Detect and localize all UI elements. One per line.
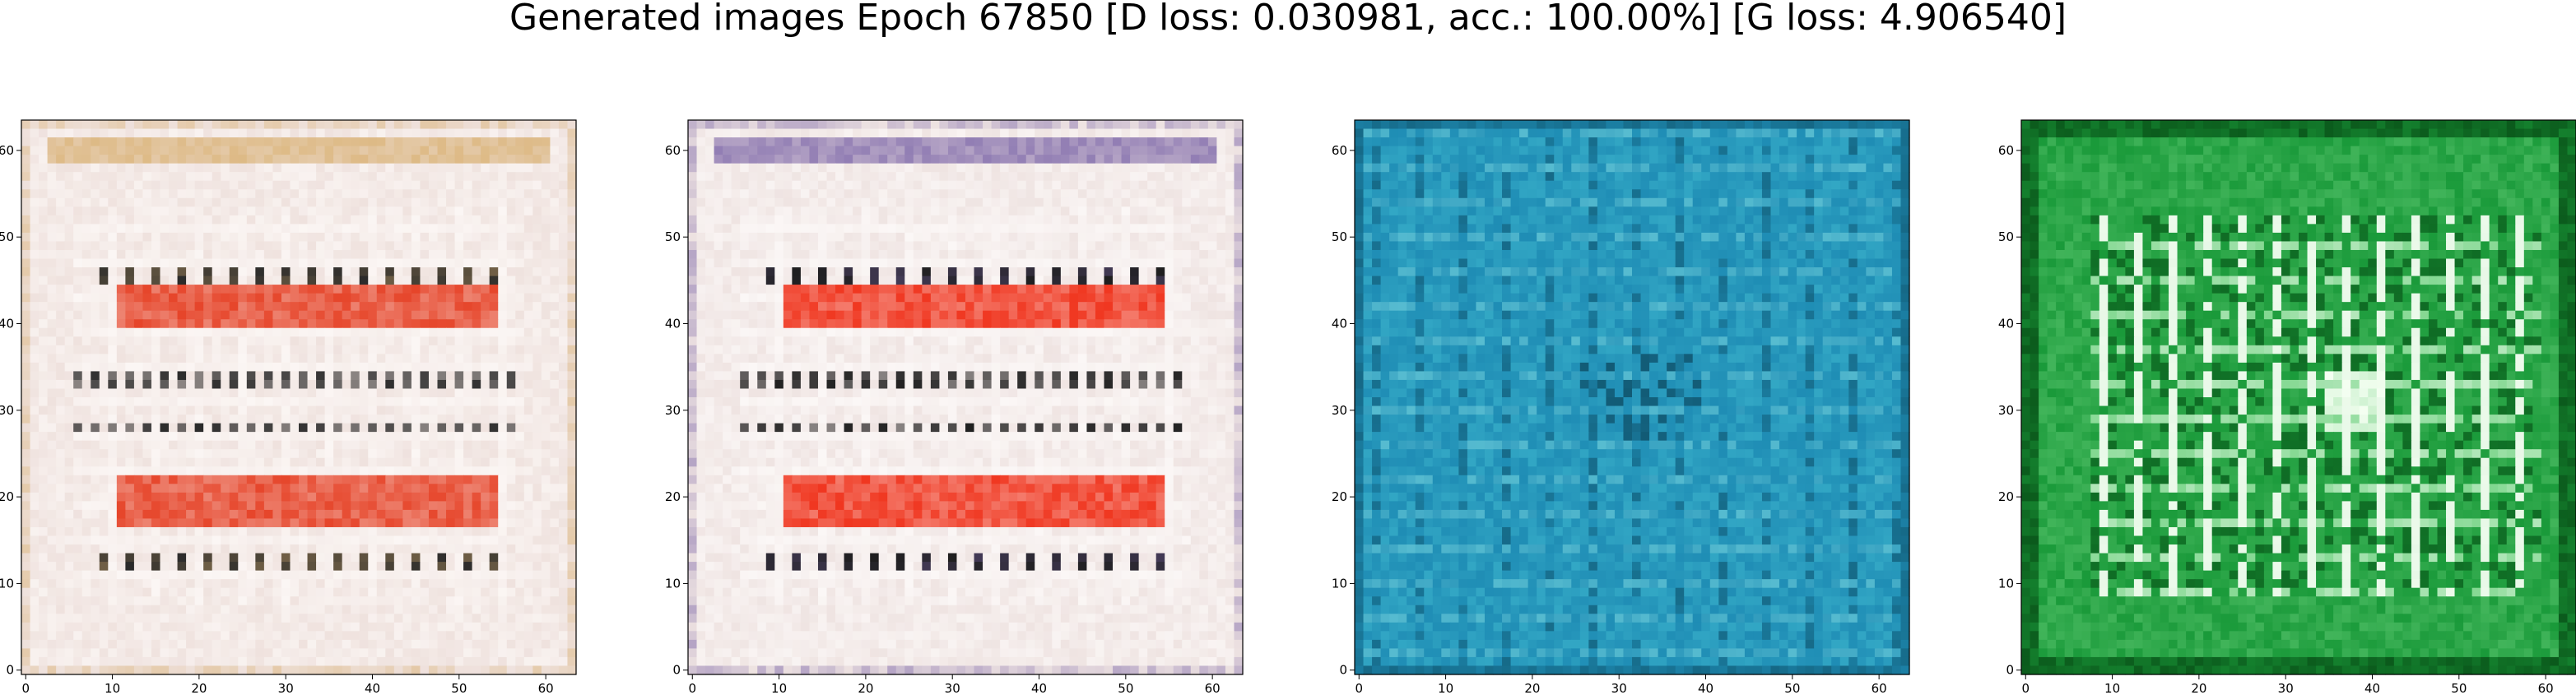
axes-frame bbox=[687, 119, 1244, 675]
y-tick-label: 50 bbox=[1332, 229, 1347, 244]
y-tick-label: 50 bbox=[0, 229, 14, 244]
x-tick-label: 0 bbox=[688, 681, 696, 695]
y-tick-label: 50 bbox=[665, 229, 681, 244]
x-tick-label: 40 bbox=[365, 681, 380, 695]
x-tick-label: 60 bbox=[2538, 681, 2554, 695]
image-pixels bbox=[21, 120, 577, 675]
x-tick-label: 20 bbox=[191, 681, 207, 695]
x-tick-label: 10 bbox=[1438, 681, 1453, 695]
x-tick-label: 30 bbox=[2278, 681, 2294, 695]
x-tick-label: 50 bbox=[1118, 681, 1133, 695]
x-tick-label: 30 bbox=[278, 681, 294, 695]
axes-frame bbox=[1354, 119, 1910, 675]
y-tick-label: 40 bbox=[1998, 316, 2014, 331]
x-tick-label: 20 bbox=[858, 681, 873, 695]
y-tick-label: 40 bbox=[1332, 316, 1347, 331]
y-tick-label: 10 bbox=[1332, 576, 1347, 591]
axes-frame bbox=[2020, 119, 2576, 675]
image-pixels bbox=[1355, 120, 1910, 675]
y-tick-label: 40 bbox=[0, 316, 14, 331]
x-tick-label: 40 bbox=[1698, 681, 1713, 695]
x-tick-label: 30 bbox=[1611, 681, 1627, 695]
y-tick-label: 30 bbox=[1332, 403, 1347, 418]
x-tick-label: 0 bbox=[2021, 681, 2030, 695]
y-tick-label: 20 bbox=[0, 489, 14, 504]
y-tick-label: 10 bbox=[665, 576, 681, 591]
x-tick-label: 0 bbox=[1355, 681, 1363, 695]
y-tick-label: 10 bbox=[0, 576, 14, 591]
image-pixels bbox=[2021, 120, 2576, 675]
y-tick-label: 50 bbox=[1998, 229, 2014, 244]
y-tick-label: 20 bbox=[665, 489, 681, 504]
x-tick-label: 40 bbox=[1031, 681, 1047, 695]
y-tick-label: 60 bbox=[0, 143, 14, 158]
x-tick-label: 60 bbox=[1205, 681, 1221, 695]
x-tick-label: 10 bbox=[105, 681, 120, 695]
y-tick-label: 40 bbox=[665, 316, 681, 331]
y-tick-label: 20 bbox=[1332, 489, 1347, 504]
y-tick-label: 30 bbox=[665, 403, 681, 418]
x-tick-label: 50 bbox=[451, 681, 467, 695]
y-tick-label: 60 bbox=[1332, 143, 1347, 158]
image-pixels bbox=[688, 120, 1244, 675]
x-tick-label: 20 bbox=[1524, 681, 1540, 695]
x-tick-label: 50 bbox=[1784, 681, 1800, 695]
x-tick-label: 10 bbox=[2104, 681, 2120, 695]
x-tick-label: 0 bbox=[21, 681, 30, 695]
y-tick-label: 20 bbox=[1998, 489, 2014, 504]
y-tick-label: 0 bbox=[6, 663, 14, 678]
x-tick-label: 40 bbox=[2364, 681, 2380, 695]
y-tick-label: 60 bbox=[665, 143, 681, 158]
x-tick-label: 10 bbox=[771, 681, 787, 695]
x-tick-label: 60 bbox=[538, 681, 554, 695]
y-tick-label: 0 bbox=[1339, 663, 1347, 678]
y-tick-label: 10 bbox=[1998, 576, 2014, 591]
y-tick-label: 30 bbox=[1998, 403, 2014, 418]
x-tick-label: 20 bbox=[2191, 681, 2206, 695]
y-tick-label: 0 bbox=[672, 663, 681, 678]
axes-frame bbox=[21, 119, 577, 675]
y-tick-label: 30 bbox=[0, 403, 14, 418]
x-tick-label: 60 bbox=[1872, 681, 1887, 695]
y-tick-label: 0 bbox=[2006, 663, 2014, 678]
figure-title: Generated images Epoch 67850 [D loss: 0.… bbox=[509, 0, 2067, 39]
x-tick-label: 30 bbox=[945, 681, 960, 695]
y-tick-label: 60 bbox=[1998, 143, 2014, 158]
x-tick-label: 50 bbox=[2451, 681, 2467, 695]
